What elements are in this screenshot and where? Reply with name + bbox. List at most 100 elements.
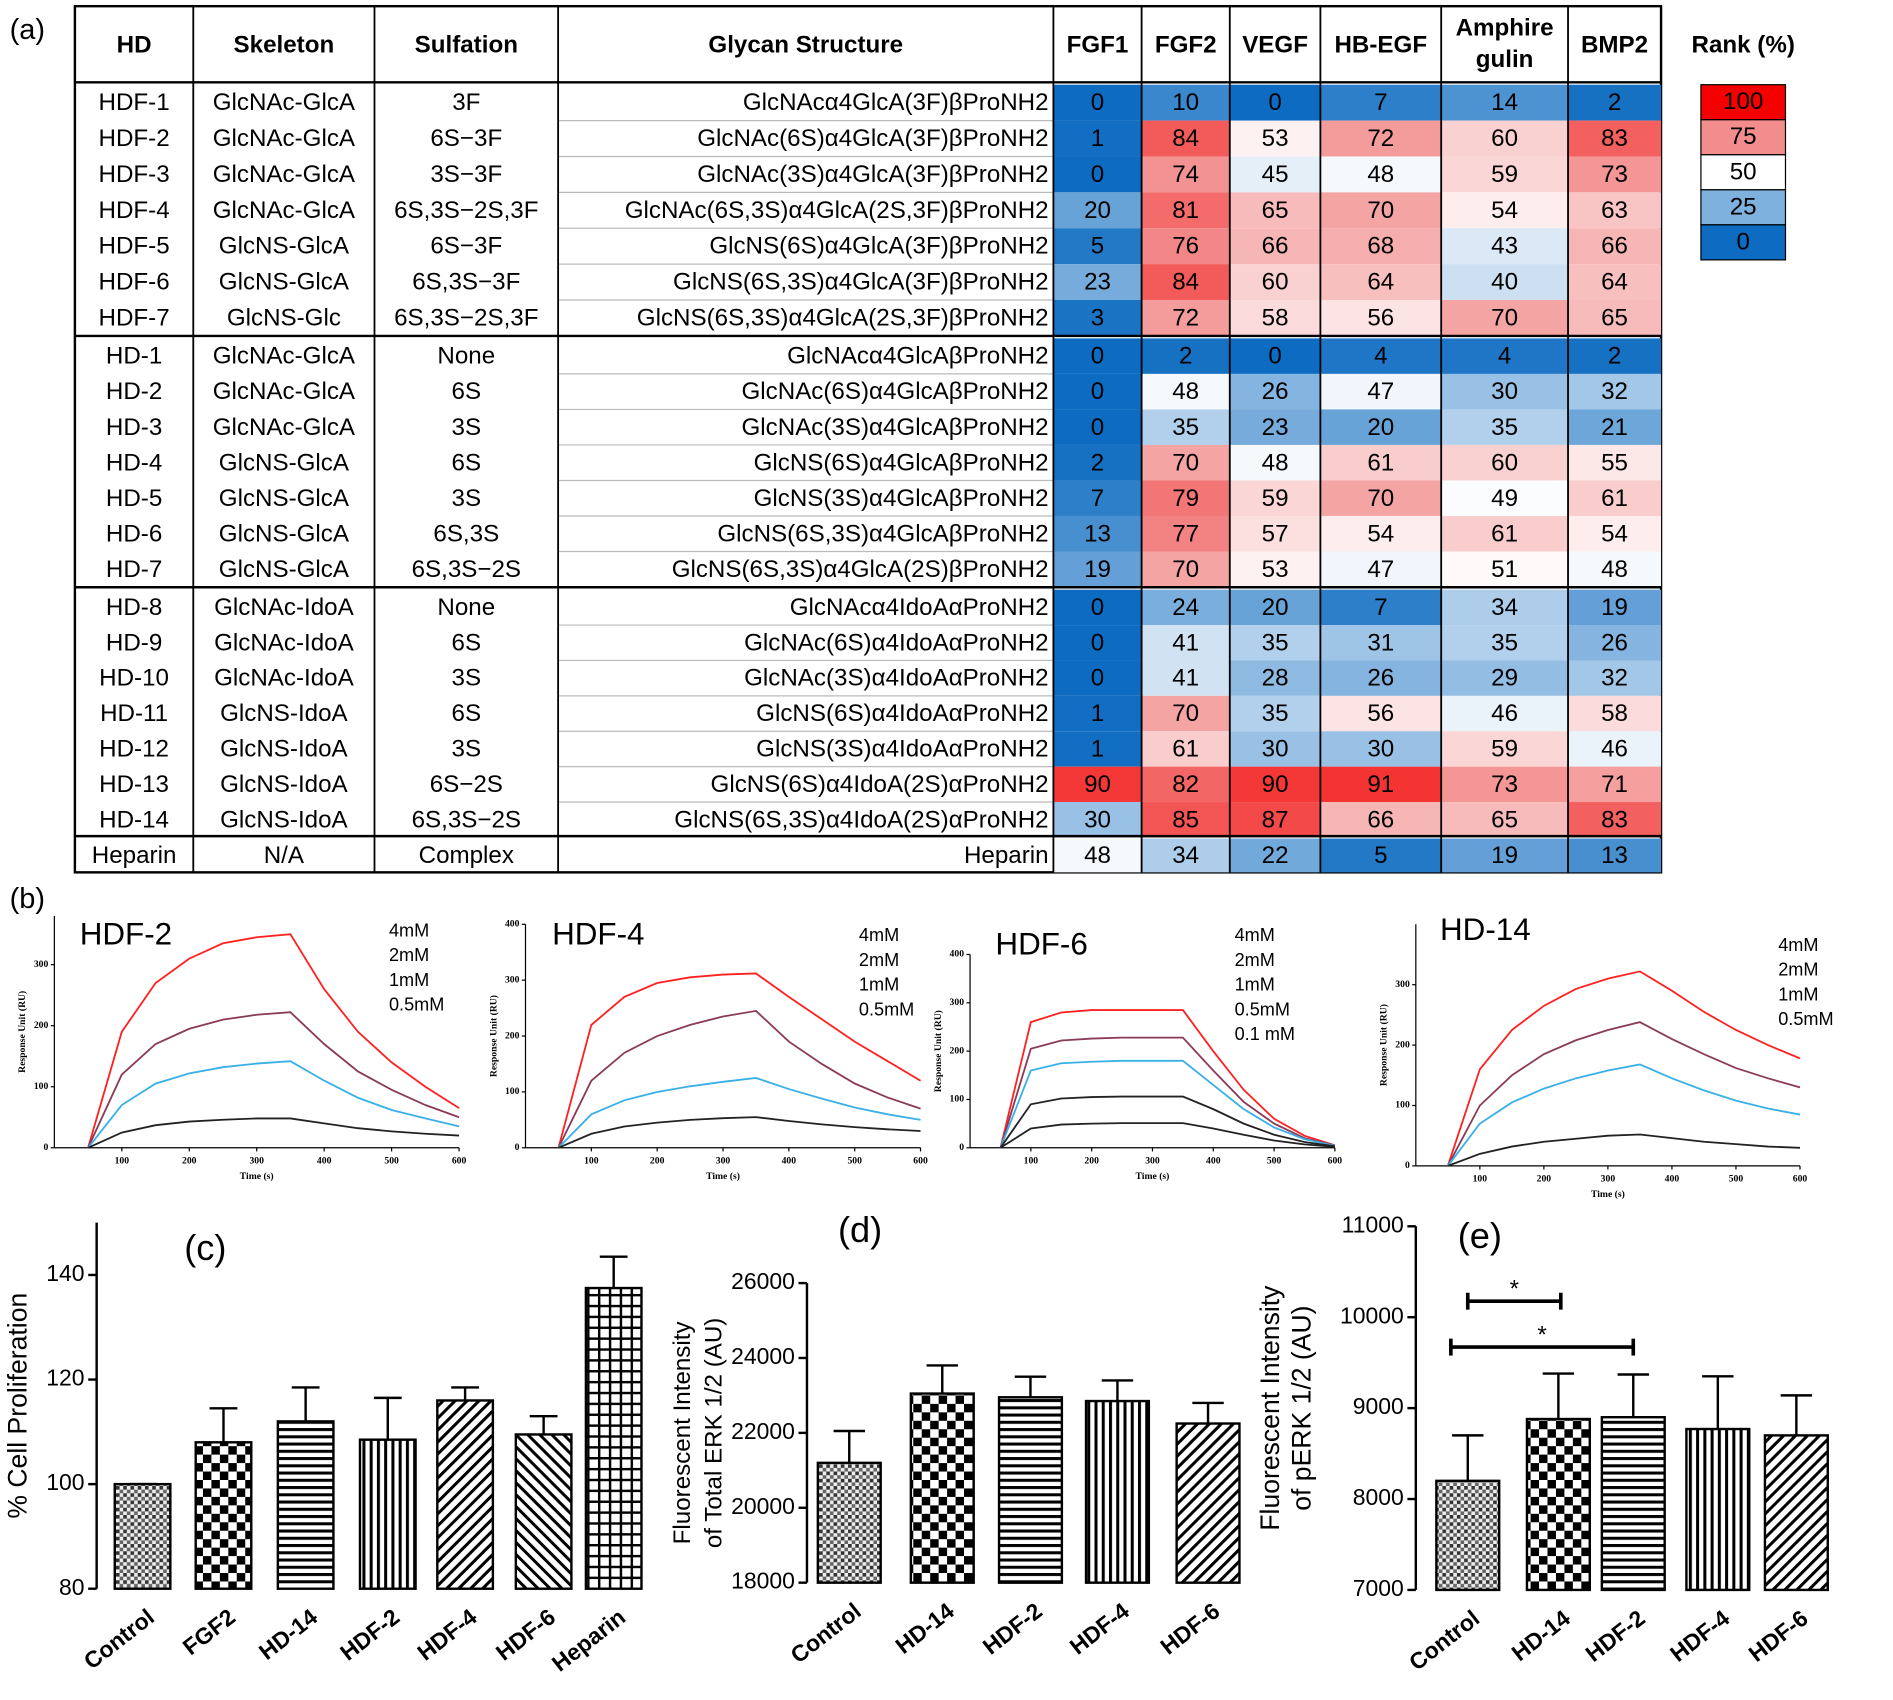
y-tick-label: 200: [950, 1045, 965, 1056]
cell-value: 2: [1608, 89, 1621, 116]
heat-cell: [1053, 660, 1142, 696]
sensorgram-line: [558, 1116, 921, 1149]
heat-cell: [1053, 731, 1142, 767]
cell-value: 35: [1491, 414, 1518, 441]
heat-cell: [1441, 84, 1569, 121]
cell-text: 3S: [452, 485, 482, 512]
heat-cell: [1320, 409, 1442, 445]
heat-cell: [1320, 766, 1442, 803]
y-tick-label: 120: [46, 1365, 84, 1391]
heat-cell: [1229, 373, 1321, 410]
cell-value: 1: [1091, 736, 1104, 763]
cell-text: GlcNAc-IdoA: [214, 665, 354, 692]
heat-cell: [1441, 695, 1569, 732]
y-tick-label: 8000: [1353, 1484, 1404, 1510]
x-tick-label: FGF2: [178, 1604, 240, 1661]
cell-text: GlcNAc-GlcA: [213, 89, 356, 116]
x-tick-label: HDF-6: [1155, 1597, 1224, 1659]
x-tick-label: Control: [785, 1597, 865, 1668]
bar: [1525, 1417, 1591, 1592]
x-tick-label: 600: [452, 1155, 467, 1166]
cell-value: 85: [1172, 806, 1199, 833]
heat-cell: [1441, 264, 1569, 300]
heat-cell: [1229, 338, 1321, 374]
cell-value: 66: [1367, 806, 1394, 833]
heat-cell: [1053, 264, 1142, 300]
colorbar-label: 0: [1736, 228, 1749, 255]
panel-label: (a): [10, 14, 45, 46]
bar: [1435, 1479, 1501, 1592]
y-axis-label: Response Unit (RU): [17, 991, 28, 1073]
legend-entry: 2mM: [1235, 950, 1275, 970]
legend-entry: 2mM: [859, 950, 899, 970]
y-axis-label: Fluorescent Intensity: [1255, 1285, 1285, 1531]
chart-title: HDF-2: [80, 917, 172, 952]
cell-value: 73: [1491, 771, 1518, 798]
x-tick-label: 400: [1665, 1173, 1680, 1184]
y-tick-label: 26000: [731, 1268, 795, 1294]
heat-cell: [1568, 338, 1662, 374]
y-tick-label: 0: [515, 1142, 520, 1153]
cell-text: 6S,3S−2S: [412, 806, 521, 833]
heat-cell: [1320, 802, 1442, 838]
heat-cell: [1441, 731, 1569, 767]
cell-text: HD-14: [99, 806, 169, 833]
heat-cell: [1568, 766, 1662, 803]
x-tick-label: HDF-4: [1665, 1605, 1734, 1667]
y-tick-label: 400: [505, 919, 520, 930]
bar: [1763, 1434, 1829, 1592]
cell-value: 1: [1091, 700, 1104, 727]
y-tick-label: 11000: [1342, 1211, 1404, 1237]
cell-value: 35: [1262, 629, 1289, 656]
chart-title: HD-14: [1440, 912, 1531, 947]
cell-value: 53: [1262, 556, 1289, 583]
cell-text: HDF-2: [99, 125, 170, 152]
glycan-structure: GlcNAc(3S)α4IdoAαProNH2: [744, 665, 1048, 692]
heat-cell: [1141, 299, 1230, 336]
glycan-structure: GlcNS(6S)α4GlcA(3F)βProNH2: [709, 233, 1048, 260]
heat-cell: [1320, 444, 1442, 481]
heat-cell: [1229, 731, 1321, 767]
cell-value: 54: [1601, 520, 1628, 547]
x-tick-label: HDF-2: [335, 1604, 404, 1666]
cell-value: 73: [1601, 161, 1628, 188]
cell-text: 6S,3S−3F: [412, 269, 520, 296]
cell-text: HD-12: [99, 736, 169, 763]
cell-text: HD-2: [106, 378, 162, 405]
cell-text: 6S: [452, 629, 482, 656]
legend-entry: 1mM: [1778, 984, 1818, 1004]
cell-value: 70: [1367, 197, 1394, 224]
cell-text: 6S: [452, 378, 482, 405]
cell-value: 0: [1268, 343, 1281, 370]
cell-value: 34: [1172, 842, 1199, 869]
heat-cell: [1141, 338, 1230, 374]
cell-value: 60: [1262, 269, 1289, 296]
heat-cell: [1053, 192, 1142, 229]
heat-cell: [1320, 84, 1442, 121]
x-tick-label: 600: [1328, 1155, 1343, 1166]
heat-cell: [1229, 299, 1321, 336]
cell-value: 68: [1367, 233, 1394, 260]
cell-value: 26: [1262, 378, 1289, 405]
cell-value: 30: [1084, 806, 1111, 833]
bar: [514, 1433, 573, 1590]
cell-value: 72: [1172, 305, 1199, 332]
cell-text: 3F: [452, 89, 480, 116]
glycan-structure: GlcNAc(6S,3S)α4GlcA(2S,3F)βProNH2: [625, 197, 1049, 224]
y-tick-label: 18000: [731, 1568, 795, 1594]
glycan-structure: GlcNAc(6S)α4GlcAβProNH2: [742, 378, 1049, 405]
y-tick-label: 9000: [1353, 1393, 1404, 1419]
panel-label: (b): [10, 883, 45, 915]
heat-cell: [1053, 409, 1142, 445]
colorbar-label: 75: [1730, 123, 1757, 150]
heat-cell: [1441, 838, 1569, 873]
legend-entry: 4mM: [1778, 935, 1818, 955]
x-tick-label: 200: [1537, 1173, 1552, 1184]
glycan-structure: GlcNS(6S,3S)α4IdoA(2S)αProNH2: [674, 806, 1048, 833]
cell-value: 60: [1491, 125, 1518, 152]
heat-cell: [1320, 373, 1442, 410]
heat-cell: [1141, 589, 1230, 626]
panel-label: (d): [838, 1209, 882, 1250]
cell-text: GlcNAc-GlcA: [213, 197, 356, 224]
heat-cell: [1229, 802, 1321, 838]
